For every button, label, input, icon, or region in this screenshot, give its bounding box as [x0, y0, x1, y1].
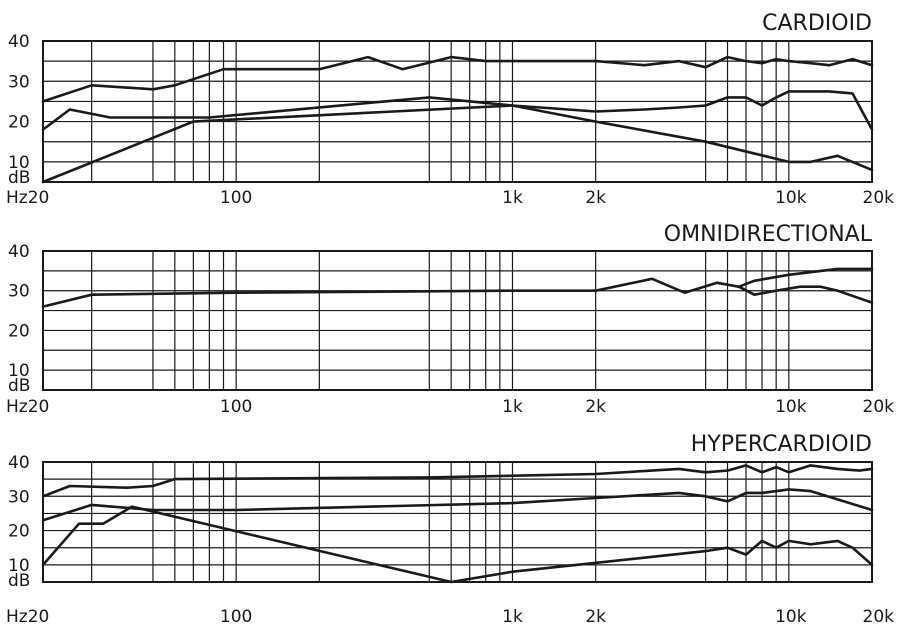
y-tick-label: dB: [8, 168, 30, 188]
y-tick-label: 20: [8, 522, 30, 542]
x-tick-label: 100: [220, 188, 252, 208]
y-tick-label: 30: [8, 72, 30, 92]
series-line-1: [41, 464, 874, 498]
chart-title: CARDIOID: [762, 11, 872, 36]
x-tick-label: Hz20: [6, 607, 49, 627]
y-tick-label: dB: [8, 571, 30, 591]
y-tick-label: 40: [8, 242, 30, 262]
series-line-3: [41, 505, 874, 584]
y-tick-label: 30: [8, 487, 30, 507]
x-tick-label: 2k: [585, 607, 606, 627]
y-tick-label: 30: [8, 282, 30, 302]
x-tick-label: 2k: [585, 397, 606, 417]
x-tick-label: 10k: [775, 397, 807, 417]
x-tick-label: 100: [220, 607, 252, 627]
y-tick-label: 20: [8, 113, 30, 133]
plot-frame: [42, 461, 873, 583]
y-tick-label: dB: [8, 376, 30, 396]
plot-frame: [42, 250, 873, 391]
x-tick-label: 10k: [775, 188, 807, 208]
series-line-1: [41, 267, 874, 308]
y-tick-label: 20: [8, 321, 30, 341]
chart-title: OMNIDIRECTIONAL: [664, 222, 873, 247]
series-line-2: [41, 90, 874, 131]
x-tick-label: 1k: [502, 397, 523, 417]
x-tick-label: 20k: [863, 607, 895, 627]
y-tick-label: 10: [8, 153, 30, 173]
x-tick-label: 20k: [863, 397, 895, 417]
y-tick-label: 10: [8, 556, 30, 576]
x-tick-label: Hz20: [6, 188, 49, 208]
series-line-2: [41, 488, 874, 522]
y-tick-label: 40: [8, 32, 30, 52]
x-tick-label: 1k: [502, 188, 523, 208]
x-tick-label: 2k: [585, 188, 606, 208]
chart-title: HYPERCARDIOID: [691, 432, 872, 457]
x-tick-label: 20k: [863, 188, 895, 208]
series-line-2: [737, 285, 874, 304]
x-tick-label: 10k: [775, 607, 807, 627]
y-tick-label: 10: [8, 361, 30, 381]
x-tick-label: 1k: [502, 607, 523, 627]
y-tick-label: 40: [8, 453, 30, 473]
x-tick-label: 100: [220, 397, 252, 417]
plot-frame: [42, 40, 873, 183]
series-line-3: [41, 104, 874, 184]
series-line-1: [41, 55, 874, 103]
x-tick-label: Hz20: [6, 397, 49, 417]
